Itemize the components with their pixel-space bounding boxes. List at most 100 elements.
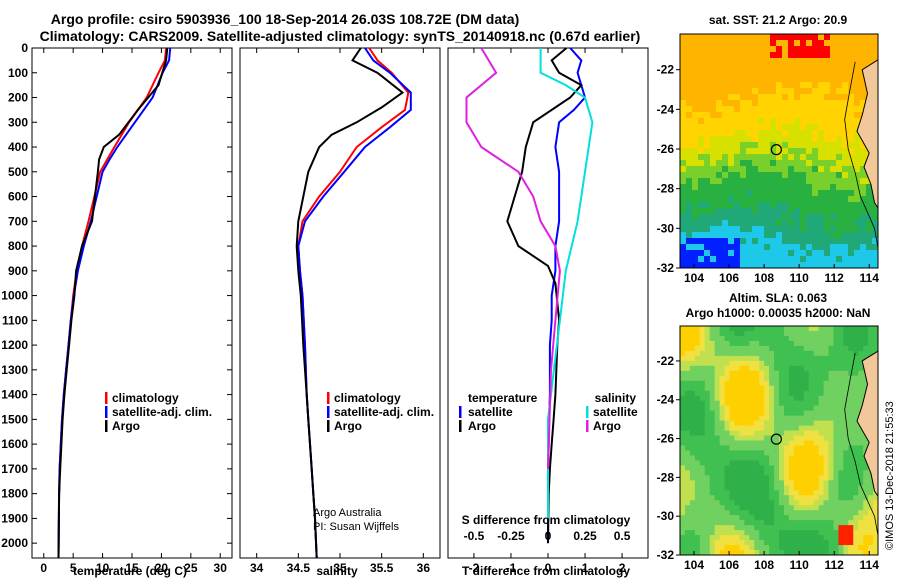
altimetry-title-1: Altim. SLA: 0.063 <box>729 291 827 305</box>
panel-salinity: 34 34.5 35 35.5 36 salinity climatology sate… <box>239 47 441 578</box>
t-difference-axis-ticks: -2 -1 0 1 2 <box>469 48 626 575</box>
legend-swatch-climatology <box>327 392 330 404</box>
altimetry-title-2: Argo h1000: 0.00035 h2000: NaN <box>686 306 871 320</box>
legend-s-satellite: satellite <box>593 405 638 419</box>
map-y-tick: -22 <box>657 354 675 368</box>
panel-difference: -2 -1 0 1 2 -0.5 -0.25 0 0.25 0.5 T difference f… <box>447 47 649 578</box>
s-tick-label: -0.5 <box>464 529 485 543</box>
depth-tick-label: 500 <box>8 165 28 179</box>
difference-legend-right: salinity satellite Argo <box>586 391 638 433</box>
legend-temperature-heading: temperature <box>468 391 538 405</box>
s-difference-xlabel: S difference from climatology <box>462 513 631 527</box>
credit-text: ©IMOS 13-Dec-2018 21:55:33 <box>884 401 896 550</box>
title-line-1: Argo profile: csiro 5903936_100 18-Sep-2… <box>51 11 519 27</box>
argo-float-marker <box>770 433 782 445</box>
depth-tick-label: 200 <box>8 91 28 105</box>
legend-argo: Argo <box>112 419 140 433</box>
depth-tick-label: 900 <box>8 264 28 278</box>
altimetry-map-ticks: 104 106 108 110 112 114 -22 -24 -26 -28 -30 -32 <box>657 354 880 572</box>
map-x-tick: 112 <box>825 558 845 572</box>
depth-tick-label: 300 <box>8 115 28 129</box>
map-x-tick: 106 <box>719 271 739 285</box>
map-y-tick: -26 <box>657 432 675 446</box>
panel-altimetry-map: Altim. SLA: 0.063 Argo h1000: 0.00035 h2… <box>657 291 880 572</box>
legend-swatch-satellite <box>105 406 108 418</box>
salinity-axis-ticks: 34 34.5 35 35.5 36 <box>250 48 430 575</box>
sst-map-title: sat. SST: 21.2 Argo: 20.9 <box>709 13 848 27</box>
argo-float-marker <box>770 144 782 156</box>
legend-swatch-satellite <box>327 406 330 418</box>
s-tick-label: -0.25 <box>497 529 525 543</box>
legend-swatch-argo <box>105 420 108 432</box>
land-mass <box>856 59 878 209</box>
legend-satellite: satellite-adj. clim. <box>334 405 434 419</box>
panel-temperature: 0100200300400500600700800900100011001200… <box>1 41 648 578</box>
altimetry-heatmap <box>680 326 878 555</box>
depth-tick-label: 1000 <box>1 289 28 303</box>
series-salinity-satellite <box>539 48 594 519</box>
shelf-contour <box>844 353 878 538</box>
depth-axis-ticks: 0 100 200 300 400 500 600 700 800 900 1000 1100 1200… <box>1 41 648 550</box>
map-x-tick: 104 <box>684 558 704 572</box>
map-x-tick: 112 <box>825 271 845 285</box>
panel-sst-map: sat. SST: 21.2 Argo: 20.9 104 106 108 110 11… <box>657 13 880 285</box>
map-y-tick: -28 <box>657 470 675 484</box>
depth-tick-label: 1400 <box>1 388 28 402</box>
depth-tick-label: 400 <box>8 140 28 154</box>
map-y-tick: -26 <box>657 142 675 156</box>
depth-tick-label: 1300 <box>1 363 28 377</box>
series-salinity-argo <box>465 47 561 469</box>
s-difference-axis-ticks: -0.5 -0.25 0 0.25 0.5 <box>464 529 631 543</box>
shelf-contour <box>844 61 878 251</box>
sst-map-ticks: 104 106 108 110 112 114 -22 -24 -26 -28 -30 -32 <box>657 63 880 285</box>
map-x-tick: 114 <box>860 271 880 285</box>
title-line-2: Climatology: CARS2009. Satellite-adjuste… <box>40 28 641 44</box>
depth-tick-label: 1900 <box>1 511 28 525</box>
depth-tick-label: 600 <box>8 190 28 204</box>
x-tick-label: 0 <box>40 561 47 575</box>
legend-climatology: climatology <box>112 391 179 405</box>
temperature-legend: climatology satellite-adj. clim. Argo <box>105 391 212 433</box>
x-tick-label: 35.5 <box>370 561 394 575</box>
map-x-tick: 104 <box>684 271 704 285</box>
legend-argo: Argo <box>334 419 362 433</box>
x-tick-label: 34.5 <box>287 561 311 575</box>
legend-swatch-t-satellite <box>459 406 462 418</box>
depth-tick-label: 100 <box>8 66 28 80</box>
temperature-xlabel: temperature (deg C) <box>73 564 187 578</box>
depth-tick-label: 1600 <box>1 437 28 451</box>
series-argo <box>295 47 405 559</box>
x-tick-label: 30 <box>214 561 228 575</box>
depth-tick-label: 700 <box>8 214 28 228</box>
map-y-tick: -32 <box>657 548 675 562</box>
legend-swatch-t-argo <box>459 420 462 432</box>
map-x-tick: 106 <box>719 558 739 572</box>
map-x-tick: 110 <box>789 271 809 285</box>
difference-legend-left: temperature satellite Argo <box>459 391 538 433</box>
depth-tick-label: 0 <box>21 41 28 55</box>
x-tick-label: 10 <box>96 561 110 575</box>
s-tick-label: 0.25 <box>573 529 597 543</box>
map-x-tick: 108 <box>754 558 774 572</box>
depth-tick-label: 1700 <box>1 462 28 476</box>
depth-tick-label: 2000 <box>1 536 28 550</box>
map-y-tick: -32 <box>657 261 675 275</box>
map-x-tick: 114 <box>860 558 880 572</box>
depth-tick-label: 800 <box>8 239 28 253</box>
temperature-axis-ticks: 0 5 10 15 20 25 30 <box>40 48 227 575</box>
map-x-tick: 110 <box>789 558 809 572</box>
legend-climatology: climatology <box>334 391 401 405</box>
map-y-tick: -24 <box>657 102 675 116</box>
legend-t-satellite: satellite <box>468 405 513 419</box>
map-x-tick: 108 <box>754 271 774 285</box>
salinity-xlabel: salinity <box>316 564 358 578</box>
depth-tick-label: 1500 <box>1 412 28 426</box>
map-y-tick: -30 <box>657 509 675 523</box>
map-y-tick: -30 <box>657 221 675 235</box>
depth-tick-label: 1100 <box>2 313 28 327</box>
legend-satellite: satellite-adj. clim. <box>112 405 212 419</box>
s-tick-label: 0 <box>545 529 552 543</box>
x-tick-label: 0 <box>545 561 552 575</box>
series-argo <box>57 47 169 559</box>
